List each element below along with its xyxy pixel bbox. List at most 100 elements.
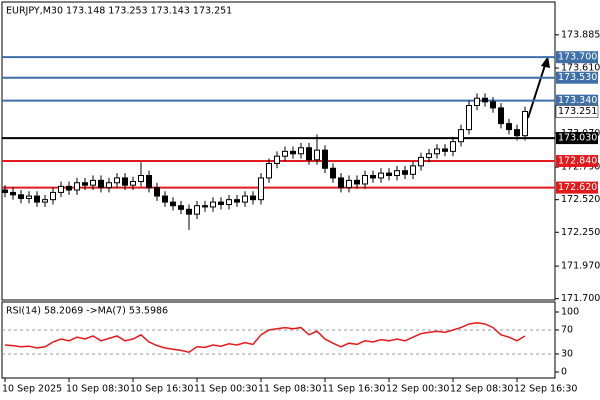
- candle-body: [490, 101, 496, 109]
- candle-body: [194, 205, 200, 215]
- candle-body: [170, 201, 176, 207]
- arrow: [527, 61, 547, 119]
- level-label: 172.840: [558, 156, 597, 167]
- candle-body: [298, 147, 304, 155]
- candle-body: [66, 185, 72, 191]
- candle-body: [498, 107, 504, 125]
- arrow-head: [541, 56, 550, 68]
- candle-body: [290, 150, 296, 155]
- candle-body: [74, 182, 80, 191]
- candle-body: [410, 165, 416, 175]
- candle-body: [514, 129, 520, 137]
- level-tag: [556, 155, 598, 168]
- level-label: 172.620: [558, 182, 597, 193]
- candle-body: [378, 172, 384, 179]
- x-tick-label: 10 Sep 2025: [2, 384, 62, 395]
- candle-body: [42, 199, 48, 203]
- candle-body: [282, 150, 288, 157]
- level-tag: [556, 51, 598, 64]
- candle-body: [442, 148, 448, 152]
- candle-body: [338, 177, 344, 189]
- x-tick-label: 12 Sep 08:30: [450, 384, 513, 395]
- candle-body: [130, 181, 136, 186]
- candle-body: [394, 170, 400, 177]
- candle-body: [58, 185, 64, 193]
- level-label: 173.700: [558, 52, 597, 63]
- candle-body: [178, 205, 184, 210]
- candle-body: [434, 148, 440, 155]
- candle-body: [218, 201, 224, 205]
- candle-body: [2, 189, 8, 193]
- candle-body: [322, 149, 328, 169]
- candle-body: [306, 147, 312, 161]
- candle-body: [426, 153, 432, 158]
- y-tick-label: 172.790: [561, 162, 600, 173]
- candle-body: [226, 199, 232, 205]
- candle-body: [50, 191, 56, 201]
- candle-body: [154, 187, 160, 197]
- candle-body: [458, 129, 464, 143]
- y-tick-label: 30: [561, 349, 573, 360]
- y-tick-label: 0: [561, 367, 567, 378]
- x-tick-label: 10 Sep 08:30: [66, 384, 129, 395]
- candle-body: [98, 179, 104, 189]
- level-tag: [556, 94, 598, 107]
- candle-body: [242, 195, 248, 203]
- y-tick-label: 172.520: [561, 194, 600, 205]
- last-price-label: 173.251: [558, 106, 597, 117]
- level-tag: [556, 71, 598, 84]
- rsi-panel: [1, 301, 556, 379]
- level-tag: [556, 132, 598, 145]
- candle-body: [234, 199, 240, 203]
- main-panel: [1, 1, 556, 301]
- y-tick-label: 100: [561, 307, 579, 318]
- candle-body: [386, 172, 392, 177]
- last-price-tag: [555, 105, 599, 118]
- candle-body: [506, 123, 512, 131]
- candle-body: [474, 97, 480, 106]
- x-tick-label: 11 Sep 08:30: [258, 384, 321, 395]
- candle-body: [402, 170, 408, 175]
- candle-body: [186, 208, 192, 215]
- x-tick-label: 11 Sep 16:30: [322, 384, 385, 395]
- candle-body: [482, 97, 488, 103]
- candle-body: [90, 179, 96, 186]
- rsi-title: RSI(14) 58.2069 ->MA(7) 53.5986: [6, 306, 168, 317]
- candle-body: [346, 179, 352, 189]
- candle-body: [114, 177, 120, 184]
- candle-body: [18, 194, 24, 199]
- y-tick-label: 173.610: [561, 63, 600, 74]
- candle-body: [466, 104, 472, 131]
- candle-body: [146, 175, 152, 189]
- candle-body: [162, 195, 168, 203]
- candle-body: [450, 141, 456, 152]
- x-tick-label: 11 Sep 00:30: [194, 384, 257, 395]
- candle-body: [362, 175, 368, 185]
- level-tag: [556, 181, 598, 194]
- candle-body: [106, 182, 112, 189]
- y-tick-label: 171.970: [561, 261, 600, 272]
- y-tick-label: 171.700: [561, 293, 600, 304]
- chart-title: EURJPY,M30 173.148 173.253 173.143 173.2…: [6, 6, 232, 17]
- candle-body: [266, 162, 272, 179]
- candle-body: [370, 175, 376, 179]
- candle-body: [122, 177, 128, 186]
- candle-body: [10, 191, 16, 196]
- candle-body: [202, 205, 208, 208]
- candle-body: [354, 179, 360, 185]
- candle-body: [138, 175, 144, 183]
- candle-body: [522, 111, 528, 137]
- candle-body: [34, 195, 40, 203]
- candle-body: [250, 195, 256, 201]
- y-tick-label: 70: [561, 325, 573, 336]
- x-tick-label: 12 Sep 16:30: [514, 384, 577, 395]
- x-tick-label: 10 Sep 16:30: [130, 384, 193, 395]
- candle-body: [210, 201, 216, 208]
- level-label: 173.030: [558, 133, 597, 144]
- candle-body: [330, 167, 336, 179]
- x-tick-label: 12 Sep 00:30: [386, 384, 449, 395]
- candle-body: [258, 177, 264, 201]
- candle-body: [418, 156, 424, 167]
- y-tick-label: 172.250: [561, 227, 600, 238]
